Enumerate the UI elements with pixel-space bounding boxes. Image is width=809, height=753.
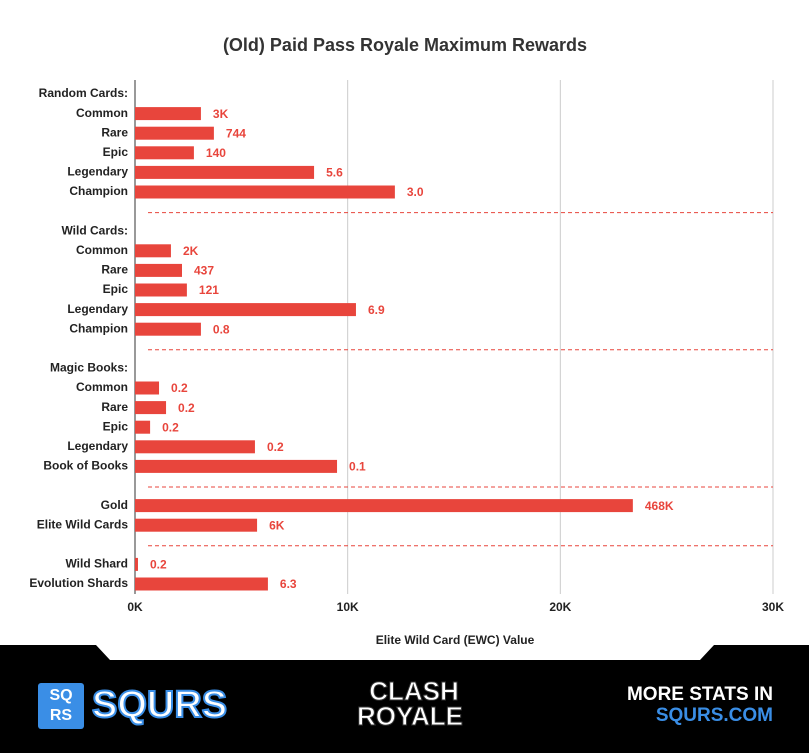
value-label: 0.2 (150, 558, 167, 572)
value-label: 0.8 (213, 322, 230, 336)
footer-band (0, 645, 809, 753)
y-tick-label: Wild Shard (65, 557, 128, 571)
value-label: 0.1 (349, 460, 366, 474)
y-tick-label: Epic (103, 282, 129, 296)
y-tick-label: Elite Wild Cards (37, 517, 129, 531)
logo-icon-text: RS (50, 707, 73, 724)
value-label: 0.2 (171, 381, 188, 395)
bar (135, 381, 160, 395)
bar (135, 107, 201, 121)
logo-icon (38, 683, 84, 729)
value-label: 6.9 (368, 303, 385, 317)
y-tick-label: Random Cards: (39, 86, 128, 100)
promo-link: SQURS.COM (656, 705, 773, 726)
value-label: 121 (199, 283, 219, 297)
value-label: 437 (194, 264, 214, 278)
y-tick-label: Legendary (67, 302, 128, 316)
bar (135, 283, 187, 297)
value-label: 6K (269, 518, 285, 532)
y-tick-label: Legendary (67, 439, 128, 453)
y-tick-label: Rare (101, 125, 128, 139)
value-label: 468K (645, 499, 674, 513)
y-tick-label: Champion (69, 184, 128, 198)
bar (135, 557, 138, 571)
y-tick-label: Common (76, 380, 128, 394)
logo-icon-text: SQ (49, 687, 72, 704)
bar (135, 440, 255, 454)
y-tick-label: Evolution Shards (29, 576, 128, 590)
footer: SQ RS SQURS CLASH ROYALE MORE STATS IN S… (0, 645, 809, 753)
y-tick-label: Gold (101, 498, 128, 512)
y-tick-label: Epic (103, 419, 129, 433)
brand: SQURS (92, 684, 227, 726)
bar (135, 244, 171, 258)
value-label: 3K (213, 107, 229, 121)
chart-title: (Old) Paid Pass Royale Maximum Rewards (223, 35, 587, 55)
x-tick-label: 10K (337, 600, 359, 614)
bar (135, 420, 151, 434)
bar (135, 322, 201, 336)
bar (135, 303, 356, 317)
value-label: 3.0 (407, 185, 424, 199)
value-label: 2K (183, 244, 199, 258)
bar (135, 185, 395, 199)
bar (135, 518, 258, 532)
x-tick-label: 30K (762, 600, 784, 614)
value-label: 6.3 (280, 577, 297, 591)
value-label: 140 (206, 146, 226, 160)
bar (135, 263, 182, 277)
x-tick-label: 20K (549, 600, 571, 614)
y-tick-label: Common (76, 243, 128, 257)
bar (135, 165, 315, 179)
bar (135, 146, 194, 160)
y-tick-label: Legendary (67, 165, 128, 179)
bar (135, 499, 633, 513)
game-logo: CLASH (369, 676, 459, 706)
x-axis-title: Elite Wild Card (EWC) Value (376, 633, 535, 647)
y-tick-label: Champion (69, 321, 128, 335)
y-tick-label: Wild Cards: (61, 223, 128, 237)
value-label: 0.2 (178, 401, 195, 415)
value-label: 744 (226, 126, 246, 140)
x-tick-label: 0K (127, 600, 143, 614)
y-tick-label: Magic Books: (50, 361, 128, 375)
bar (135, 126, 214, 140)
value-label: 5.6 (326, 166, 343, 180)
y-tick-label: Epic (103, 145, 129, 159)
y-tick-label: Rare (101, 400, 128, 414)
promo: MORE STATS IN (627, 684, 773, 705)
bar (135, 459, 338, 473)
bar (135, 401, 167, 415)
value-label: 0.2 (162, 420, 179, 434)
y-tick-label: Book of Books (43, 459, 128, 473)
bar (135, 577, 268, 591)
game-logo: ROYALE (357, 701, 463, 731)
y-tick-label: Rare (101, 263, 128, 277)
value-label: 0.2 (267, 440, 284, 454)
y-tick-label: Common (76, 106, 128, 120)
